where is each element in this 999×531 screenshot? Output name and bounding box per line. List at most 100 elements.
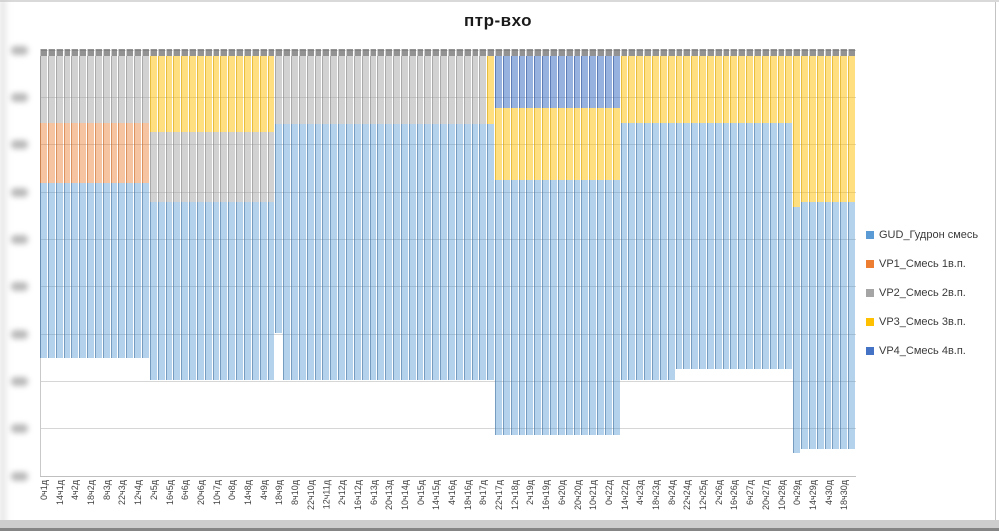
- x-axis-label: 8ч3д: [101, 480, 112, 500]
- column-segment-gud: [228, 202, 236, 380]
- column-segment-vp3: [165, 56, 173, 132]
- column-segment-gud: [518, 180, 526, 435]
- x-axis-label: 20ч27д: [760, 480, 771, 510]
- column-segment-gud: [204, 202, 212, 380]
- column-segment-cap: [275, 49, 283, 56]
- x-axis-label: 12ч25д: [698, 480, 708, 510]
- column-segment-vp2: [322, 56, 330, 124]
- column-segment-cap: [714, 49, 722, 56]
- column-segment-vp3: [597, 108, 604, 180]
- y-gridline: [40, 428, 856, 430]
- y-axis-label-redacted: [11, 282, 28, 292]
- column-segment-vp2: [110, 56, 118, 123]
- x-axis-label: 18ч30д: [839, 480, 850, 510]
- column-segment-gud: [212, 202, 220, 380]
- column-segment-gud: [189, 202, 196, 380]
- column-segment-vp1: [134, 123, 141, 183]
- column-segment-vp2: [196, 132, 204, 202]
- y-axis-label-redacted: [11, 45, 28, 55]
- column-segment-vp2: [314, 56, 322, 124]
- column-segment-gud: [220, 202, 228, 380]
- column-segment-gud: [63, 183, 71, 358]
- column-segment-gud: [589, 180, 597, 435]
- column-segment-vp1: [94, 123, 102, 183]
- column-segment-cap: [730, 49, 738, 56]
- column-segment-gud: [565, 180, 573, 435]
- column-segment-gud: [110, 183, 118, 358]
- column-segment-vp1: [102, 123, 110, 183]
- column-segment-gud: [87, 183, 94, 358]
- column-segment-cap: [361, 49, 369, 56]
- column-segment-cap: [40, 49, 47, 56]
- column-segment-cap: [793, 49, 801, 56]
- column-segment-gud: [448, 124, 455, 380]
- legend-swatch-icon: [866, 289, 874, 297]
- legend-swatch-icon: [866, 347, 874, 355]
- column-segment-cap: [228, 49, 236, 56]
- column-segment-cap: [659, 49, 667, 56]
- column-segment-cap: [840, 49, 848, 56]
- column-segment-cap: [848, 49, 855, 56]
- column-segment-cap: [644, 49, 651, 56]
- column-segment-vp2: [102, 56, 110, 123]
- column-segment-vp4: [604, 56, 612, 108]
- column-segment-cap: [110, 49, 118, 56]
- column-segment-gud: [134, 183, 141, 358]
- column-segment-vp2: [424, 56, 432, 124]
- column-segment-gud: [251, 202, 259, 380]
- y-axis-label-redacted: [11, 376, 28, 386]
- column-segment-gud: [463, 124, 471, 380]
- column-segment-vp3: [793, 56, 801, 207]
- column-segment-vp1: [142, 123, 149, 183]
- column-segment-vp2: [173, 132, 181, 202]
- column-segment-vp2: [283, 56, 291, 124]
- column-segment-gud: [157, 202, 165, 380]
- x-axis-label: 6ч13д: [368, 480, 379, 505]
- column-segment-cap: [738, 49, 746, 56]
- column-segment-cap: [126, 49, 134, 56]
- y-axis-label-redacted: [11, 234, 28, 244]
- column-segment-gud: [644, 123, 651, 380]
- column-segment-cap: [746, 49, 753, 56]
- column-segment-vp3: [785, 56, 793, 123]
- column-segment-gud: [259, 202, 267, 380]
- column-segment-cap: [79, 49, 87, 56]
- column-segment-vp2: [40, 56, 47, 123]
- column-segment-vp4: [510, 56, 518, 108]
- column-segment-vp2: [291, 56, 298, 124]
- column-segment-vp4: [542, 56, 549, 108]
- column-segment-vp4: [518, 56, 526, 108]
- column-segment-vp3: [769, 56, 777, 123]
- column-segment-gud: [612, 180, 620, 435]
- column-segment-gud: [71, 183, 79, 358]
- column-segment-vp3: [746, 56, 753, 123]
- legend-swatch-icon: [866, 260, 874, 268]
- column-segment-cap: [291, 49, 298, 56]
- column-segment-gud: [754, 123, 761, 369]
- x-axis-label: 22ч3д: [117, 480, 128, 505]
- column-segment-vp1: [110, 123, 118, 183]
- y-axis-label-redacted: [11, 140, 28, 150]
- column-segment-gud: [628, 123, 636, 380]
- column-segment-cap: [769, 49, 777, 56]
- x-axis-label: 14ч29д: [807, 480, 818, 510]
- column-segment-cap: [416, 49, 424, 56]
- column-segment-vp3: [581, 108, 589, 180]
- x-axis-label: 18ч9д: [274, 480, 285, 505]
- column-segment-cap: [196, 49, 204, 56]
- column-segment-vp3: [557, 108, 565, 180]
- column-segment-vp2: [87, 56, 94, 123]
- column-segment-vp4: [581, 56, 589, 108]
- column-segment-vp3: [565, 108, 573, 180]
- x-axis-label: 22ч10д: [305, 480, 316, 510]
- column-segment-vp3: [801, 56, 808, 202]
- column-segment-vp2: [189, 132, 196, 202]
- x-axis-label: 22ч17д: [494, 480, 504, 510]
- x-axis-label: 14ч22д: [619, 480, 630, 510]
- column-segment-gud: [848, 202, 855, 449]
- column-segment-cap: [502, 49, 510, 56]
- column-segment-gud: [165, 202, 173, 380]
- column-segment-vp3: [675, 56, 683, 123]
- column-segment-gud: [808, 202, 816, 449]
